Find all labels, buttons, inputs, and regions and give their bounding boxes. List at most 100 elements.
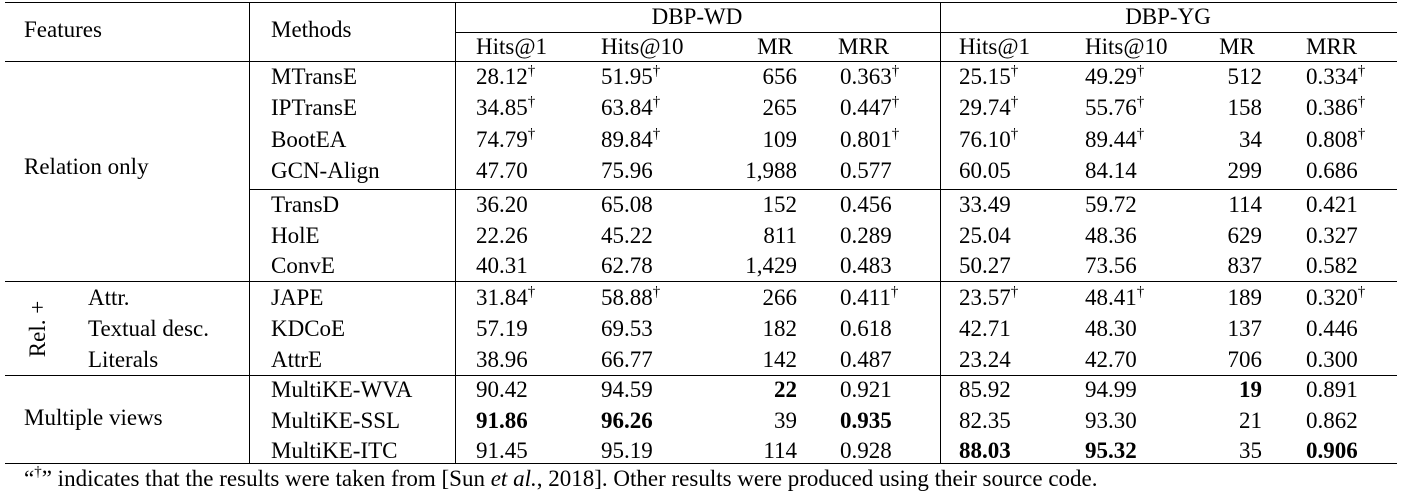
- rule-header-bottom: [5, 61, 1397, 62]
- cell-value: 0.906: [1306, 438, 1358, 463]
- table-cell: 512: [1228, 64, 1263, 90]
- cell-value: 0.456: [840, 192, 892, 217]
- cell-value: 1,988: [745, 158, 797, 183]
- table-cell: 299: [1228, 158, 1263, 184]
- table-cell: 57.19: [476, 316, 528, 342]
- header-metric-wd-0: Hits@1: [476, 34, 548, 59]
- cell-value: 88.03: [959, 438, 1011, 463]
- cell-value: 189: [1227, 285, 1263, 310]
- dagger-mark: †: [891, 94, 900, 110]
- cell-value: 656: [762, 64, 798, 89]
- table-cell: 23.24: [959, 347, 1011, 373]
- table-cell: 40.31: [476, 253, 528, 279]
- footnote-text-before: ” indicates that the results were taken …: [41, 466, 491, 491]
- method-name: JAPE: [271, 285, 324, 310]
- dagger-mark: †: [1010, 63, 1019, 79]
- cell-value: 0.686: [1306, 158, 1358, 183]
- table-cell: 55.76†: [1085, 95, 1144, 121]
- cell-value: 142: [762, 347, 798, 372]
- dagger-mark: †: [1357, 126, 1366, 142]
- cell-value: 114: [763, 438, 797, 463]
- cell-value: 96.26: [601, 408, 653, 433]
- feature-textual-desc: Textual desc.: [88, 316, 210, 341]
- cell-value: 95.32: [1085, 438, 1137, 463]
- cell-value: 59.72: [1085, 192, 1137, 217]
- table-cell: 95.19: [601, 438, 653, 464]
- table-cell: 137: [1228, 316, 1263, 342]
- table-cell: 0.686: [1306, 158, 1358, 184]
- table-cell: 0.906: [1306, 438, 1358, 464]
- table-cell: 76.10†: [959, 127, 1018, 153]
- cell-value: 114: [1228, 192, 1262, 217]
- table-cell: 629: [1228, 223, 1263, 249]
- table-cell: 0.386†: [1306, 95, 1365, 121]
- cell-value: 45.22: [601, 223, 653, 248]
- table-cell: 142: [763, 347, 798, 373]
- table-cell: 42.71: [959, 316, 1011, 342]
- table-cell: 21: [1239, 408, 1262, 434]
- table-cell: 85.92: [959, 377, 1011, 403]
- table-cell: 706: [1228, 347, 1263, 373]
- footnote-et-al: et al.: [490, 466, 537, 491]
- dagger-mark: †: [652, 63, 661, 79]
- cell-value: 36.20: [476, 192, 528, 217]
- dagger-mark: †: [1010, 284, 1019, 300]
- table-cell: 0.582: [1306, 253, 1358, 279]
- cell-value: 90.42: [476, 377, 528, 402]
- cell-value: 42.70: [1085, 347, 1137, 372]
- method-name: MultiKE-WVA: [271, 377, 413, 402]
- cell-value: 23.24: [959, 347, 1011, 372]
- cell-value: 0.891: [1306, 377, 1358, 402]
- table-cell: 0.289: [840, 223, 892, 249]
- method-name: GCN-Align: [271, 158, 380, 183]
- vrule-features: [249, 2, 250, 464]
- table-cell: 0.921: [840, 377, 892, 403]
- table-cell: 0.487: [840, 347, 892, 373]
- table-cell: 23.57†: [959, 285, 1018, 311]
- dagger-mark: †: [652, 94, 661, 110]
- header-metric-yg-0: Hits@1: [959, 34, 1031, 59]
- table-cell: 49.29†: [1085, 64, 1144, 90]
- table-cell: 38.96: [476, 347, 528, 373]
- cell-value: 91.45: [476, 438, 528, 463]
- cell-value: 73.56: [1085, 253, 1137, 278]
- rule-section-multi: [5, 375, 1397, 376]
- table-cell: 65.08: [601, 192, 653, 218]
- cell-value: 21: [1239, 408, 1262, 433]
- table-cell: 91.86: [476, 408, 528, 434]
- table-cell: 94.99: [1085, 377, 1137, 403]
- method-name: BootEA: [271, 127, 347, 152]
- table-cell: 0.334†: [1306, 64, 1365, 90]
- rule-section-attr: [5, 281, 1397, 282]
- dagger-mark: †: [1136, 126, 1145, 142]
- dagger-mark: †: [1010, 126, 1019, 142]
- cell-value: 31.84: [476, 285, 528, 310]
- header-metric-wd-3: MRR: [838, 34, 890, 59]
- header-group-dbp-yg: DBP-YG: [1125, 4, 1211, 29]
- cell-value: 35: [1239, 438, 1262, 463]
- cell-value: 33.49: [959, 192, 1011, 217]
- table-cell: 60.05: [959, 158, 1011, 184]
- table-cell: 0.928: [840, 438, 892, 464]
- method-name: IPTransE: [271, 95, 358, 120]
- table-cell: 91.45: [476, 438, 528, 464]
- cell-value: 28.12: [476, 64, 528, 89]
- dagger-mark: †: [527, 94, 536, 110]
- dagger-mark: †: [652, 126, 661, 142]
- cell-value: 63.84: [601, 95, 653, 120]
- table-cell: 33.49: [959, 192, 1011, 218]
- method-name: AttrE: [271, 347, 323, 372]
- table-cell: 89.84†: [601, 127, 660, 153]
- table-cell: 158: [1228, 95, 1263, 121]
- table-cell: 42.70: [1085, 347, 1137, 373]
- table-cell: 58.88†: [601, 285, 660, 311]
- table-cell: 19: [1239, 377, 1262, 403]
- table-cell: 0.300: [1306, 347, 1358, 373]
- table-cell: 0.446: [1306, 316, 1358, 342]
- cell-value: 0.808: [1306, 127, 1358, 152]
- table-cell: 35: [1239, 438, 1262, 464]
- cell-value: 39: [774, 408, 797, 433]
- cell-value: 0.577: [840, 158, 892, 183]
- dagger-mark: †: [527, 126, 536, 142]
- cell-value: 0.300: [1306, 347, 1358, 372]
